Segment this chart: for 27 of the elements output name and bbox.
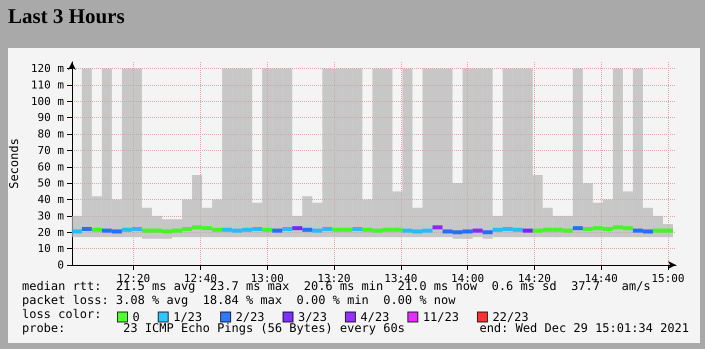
- y-tick-label: 70 m: [38, 144, 64, 157]
- y-tick-label: 110 m: [30, 78, 64, 92]
- y-axis-title: Seconds: [7, 138, 21, 189]
- y-tick-label: 100 m: [30, 94, 64, 108]
- y-tick-label: 90 m: [38, 111, 64, 124]
- y-tick-label: 120 m: [30, 62, 64, 76]
- y-tick-label: 30 m: [38, 209, 64, 222]
- legend-label: 22/23: [492, 310, 529, 324]
- y-tick-label: 50 m: [38, 176, 64, 190]
- legend-label: 3/23: [298, 310, 327, 324]
- text: end: Wed Dec 29 15:01:34 2021: [479, 321, 689, 335]
- legend-label: 0: [132, 310, 140, 324]
- legend-label: 11/23: [422, 310, 459, 324]
- y-tick-label: 20 m: [38, 226, 64, 239]
- text: packet loss: 3.08 % avg 18.84 % max 0.00 % min 0.00 % now: [22, 293, 456, 307]
- y-tick-label: 40 m: [38, 193, 64, 206]
- x-tick-label: 15:00: [651, 272, 685, 285]
- y-tick-label: 60 m: [38, 160, 64, 174]
- legend-label: 2/23: [236, 310, 265, 324]
- legend-label: 4/23: [360, 310, 390, 324]
- legend-label: 1/23: [173, 310, 202, 324]
- text: probe: 23 ICMP Echo Pings (56 Bytes) every 60s: [22, 321, 405, 335]
- legend-title: loss color:: [22, 307, 102, 321]
- y-tick-label: 0: [57, 258, 64, 272]
- y-tick-label: 10 m: [38, 242, 64, 256]
- y-tick-label: 80 m: [38, 128, 64, 141]
- chart-title: Last 3 Hours: [8, 4, 125, 29]
